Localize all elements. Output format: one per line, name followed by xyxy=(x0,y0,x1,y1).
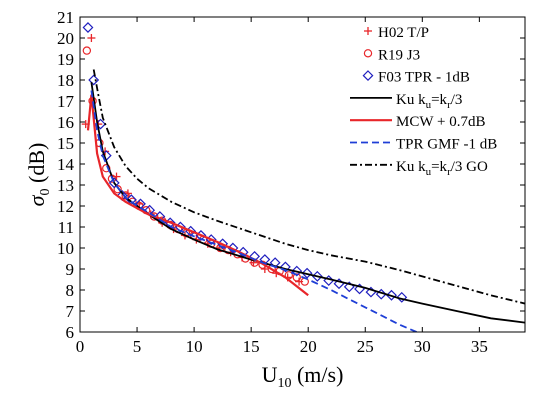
legend-label: TPR GMF -1 dB xyxy=(396,137,497,153)
plot-frame xyxy=(79,16,526,333)
series-r19 xyxy=(82,46,309,286)
series-kugo xyxy=(92,69,525,305)
data-point-f03 xyxy=(396,291,408,303)
x-tick-label: 10 xyxy=(186,337,203,356)
legend-label: R19 J3 xyxy=(378,47,420,63)
legend-label: Ku ku=kr/3 GO xyxy=(396,159,488,178)
x-tick-label: 25 xyxy=(357,337,374,356)
y-tick-label: 7 xyxy=(66,302,75,321)
y-tick-label: 12 xyxy=(57,197,74,216)
legend-item-h02: H02 T/P xyxy=(364,25,429,41)
legend-label: F03 TPR - 1dB xyxy=(378,70,470,86)
y-tick-label: 17 xyxy=(57,92,75,111)
series-h02 xyxy=(81,34,304,286)
y-tick-label: 14 xyxy=(57,155,75,174)
y-tick-label: 8 xyxy=(66,281,75,300)
legend-item-mcw: MCW + 0.7dB xyxy=(350,114,485,130)
data-point-h02 xyxy=(87,34,96,42)
legend-swatch xyxy=(364,27,372,35)
x-axis-title: U10 (m/s) xyxy=(262,362,344,391)
axis-ticks: 0 5 10 15 20 25 30 35 6 7 8 9 10 11 12 13 14 15 16 17 18 19 20… xyxy=(57,8,525,356)
y-tick-label: 20 xyxy=(57,29,74,48)
data-point-r19 xyxy=(102,163,111,173)
y-tick-label: 10 xyxy=(57,239,74,258)
series-line-tpr xyxy=(90,90,417,332)
y-tick-label: 19 xyxy=(57,50,74,69)
x-tick-label: 0 xyxy=(76,337,85,356)
x-tick-label: 5 xyxy=(133,337,142,356)
y-axis-title: σ0 (dB) xyxy=(24,143,53,207)
legend-item-r19: R19 J3 xyxy=(363,47,420,63)
legend-label: MCW + 0.7dB xyxy=(396,114,485,130)
x-tick-label: 20 xyxy=(300,337,317,356)
y-tick-label: 15 xyxy=(57,134,74,153)
data-point-h02 xyxy=(112,172,121,181)
legend-item-f03: F03 TPR - 1dB xyxy=(362,70,470,86)
y-tick-label: 16 xyxy=(57,113,74,132)
data-point-f03 xyxy=(88,74,100,86)
series-ku xyxy=(90,81,525,324)
series-line-mcw xyxy=(86,94,309,297)
x-tick-label: 30 xyxy=(414,337,431,356)
y-tick-label: 13 xyxy=(57,176,74,195)
data-point-f03 xyxy=(301,267,313,279)
y-tick-label: 11 xyxy=(58,218,74,237)
data-point-f03 xyxy=(386,289,397,301)
data-point-f03 xyxy=(279,261,291,273)
data-point-r19 xyxy=(292,273,301,282)
plot-data xyxy=(81,22,525,332)
series-tpr xyxy=(90,90,417,332)
data-point-r19 xyxy=(121,191,130,200)
series-line-ku xyxy=(90,81,525,324)
series-mcw xyxy=(86,94,309,297)
legend-swatch xyxy=(363,49,373,58)
y-tick-label: 18 xyxy=(57,71,74,90)
legend-item-ku: Ku ku=kr/3 xyxy=(350,92,462,111)
x-tick-label: 15 xyxy=(243,337,260,356)
legend-label: H02 T/P xyxy=(378,25,429,41)
data-point-f03 xyxy=(82,22,94,33)
legend: H02 T/P R19 J3 F03 TPR - 1dB Ku ku=kr/3 MCW … xyxy=(350,25,497,178)
y-tick-label: 21 xyxy=(57,8,74,27)
x-tick-label: 35 xyxy=(471,337,488,356)
legend-item-kugo: Ku ku=kr/3 GO xyxy=(350,159,488,178)
data-point-f03 xyxy=(108,177,120,189)
y-tick-label: 6 xyxy=(66,323,75,342)
data-point-r19 xyxy=(113,184,122,194)
legend-label: Ku ku=kr/3 xyxy=(396,92,462,111)
legend-item-tpr: TPR GMF -1 dB xyxy=(350,137,497,153)
series-line-kugo xyxy=(92,69,525,305)
y-tick-label: 9 xyxy=(66,260,75,279)
series-f03 xyxy=(82,22,408,303)
data-point-r19 xyxy=(82,46,92,55)
legend-swatch xyxy=(362,70,374,82)
